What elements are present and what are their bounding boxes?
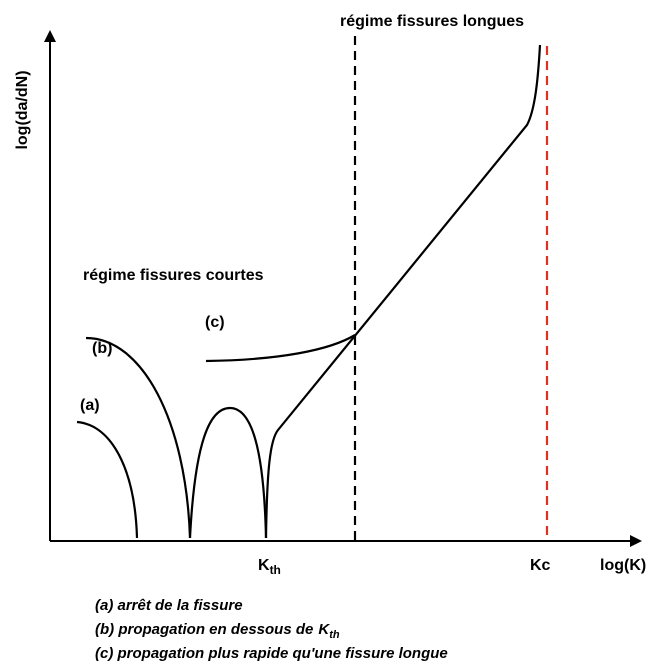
legend-b: (b) propagation en dessous de Kth	[95, 621, 340, 641]
x-axis-label: log(K)	[600, 557, 646, 574]
legend-b-sub: th	[329, 629, 340, 641]
y-axis-label: log(da/dN)	[14, 70, 31, 149]
legend-c: (c) propagation plus rapide qu'une fissu…	[95, 645, 448, 662]
label-b: (b)	[92, 340, 112, 357]
curve-a	[76, 420, 139, 539]
kth-label: Kth	[258, 557, 281, 577]
legend-a: (a) arrêt de la fissure	[95, 597, 243, 614]
region-label: régime fissures courtes	[83, 267, 264, 284]
curve-b	[85, 336, 192, 539]
kth-sub: th	[270, 563, 281, 577]
curve-long	[264, 44, 542, 539]
kc-label: Kc	[530, 557, 551, 574]
curve-arch	[188, 406, 268, 539]
legend-b-symbol: K	[318, 621, 330, 638]
label-c: (c)	[205, 314, 225, 331]
label-a: (a)	[80, 397, 100, 414]
kth-main: K	[258, 557, 270, 574]
legend-b-text: (b) propagation en dessous de	[95, 621, 313, 638]
curve-c	[205, 334, 356, 363]
title: régime fissures longues	[340, 13, 524, 30]
